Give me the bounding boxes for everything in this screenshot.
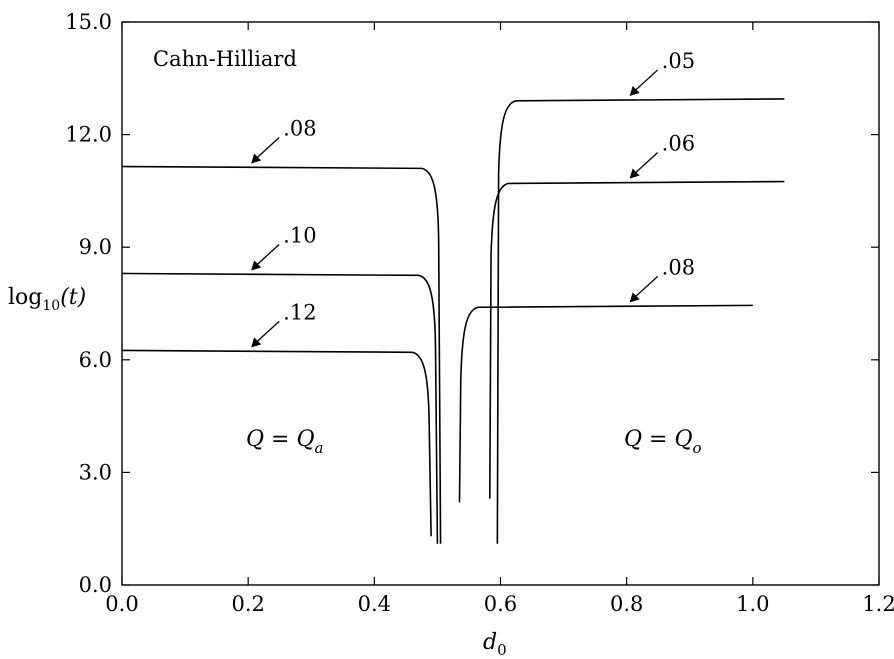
y-tick-label: 6.0 [79,348,112,372]
series-label: .08 [662,255,695,279]
series-line [121,349,432,537]
y-axis-label: log10(t) [8,285,86,314]
y-tick-label: 3.0 [79,460,112,484]
region-label-qo: Q = Qo [624,427,702,457]
series-label: .08 [283,117,316,141]
annotation-arrowhead [629,168,640,179]
series-annotations: .08 .10 .12 .05 .06 .08 [251,49,695,348]
x-tick-label: 0.0 [105,592,138,616]
x-tick-label: 1.2 [862,592,894,616]
series-line [121,165,442,544]
annotation-arrowhead [251,153,262,164]
annotation-arrowhead [251,260,262,271]
series-line [488,180,785,499]
axis-ticks: 0.0 0.2 0.4 0.6 0.8 1.0 1.2 0.0 3.0 6.0 9.0 12.0 15.… [65,10,894,616]
annotation-arrow [255,137,280,159]
series-label: .06 [662,132,695,156]
annotation-arrow [634,152,659,174]
annotation-arrow [255,320,280,343]
annotation-arrowhead [251,337,262,348]
series-label: .12 [283,300,316,324]
annotation-arrow [634,275,659,298]
x-tick-label: 0.6 [484,592,517,616]
y-tick-label: 0.0 [79,573,112,597]
chart-title: Cahn-Hilliard [153,47,297,71]
annotation-arrow [255,243,280,266]
annotation-arrowhead [629,85,640,96]
series-line [121,272,439,544]
series-line [496,98,785,544]
x-axis-label: d0 [483,630,507,659]
y-tick-label: 15.0 [65,10,112,34]
annotation-arrow [634,69,659,92]
series-label: .10 [283,223,316,247]
series-curves [121,98,785,544]
x-tick-label: 0.8 [610,592,643,616]
series-label: .05 [662,49,695,73]
x-tick-label: 1.0 [736,592,769,616]
y-tick-label: 9.0 [79,235,112,259]
plot-frame [121,21,880,586]
series-line [458,304,753,503]
annotation-arrowhead [629,292,640,303]
region-label-qa: Q = Qa [246,427,323,457]
y-tick-label: 12.0 [65,123,112,147]
x-tick-label: 0.2 [231,592,264,616]
x-tick-label: 0.4 [358,592,391,616]
